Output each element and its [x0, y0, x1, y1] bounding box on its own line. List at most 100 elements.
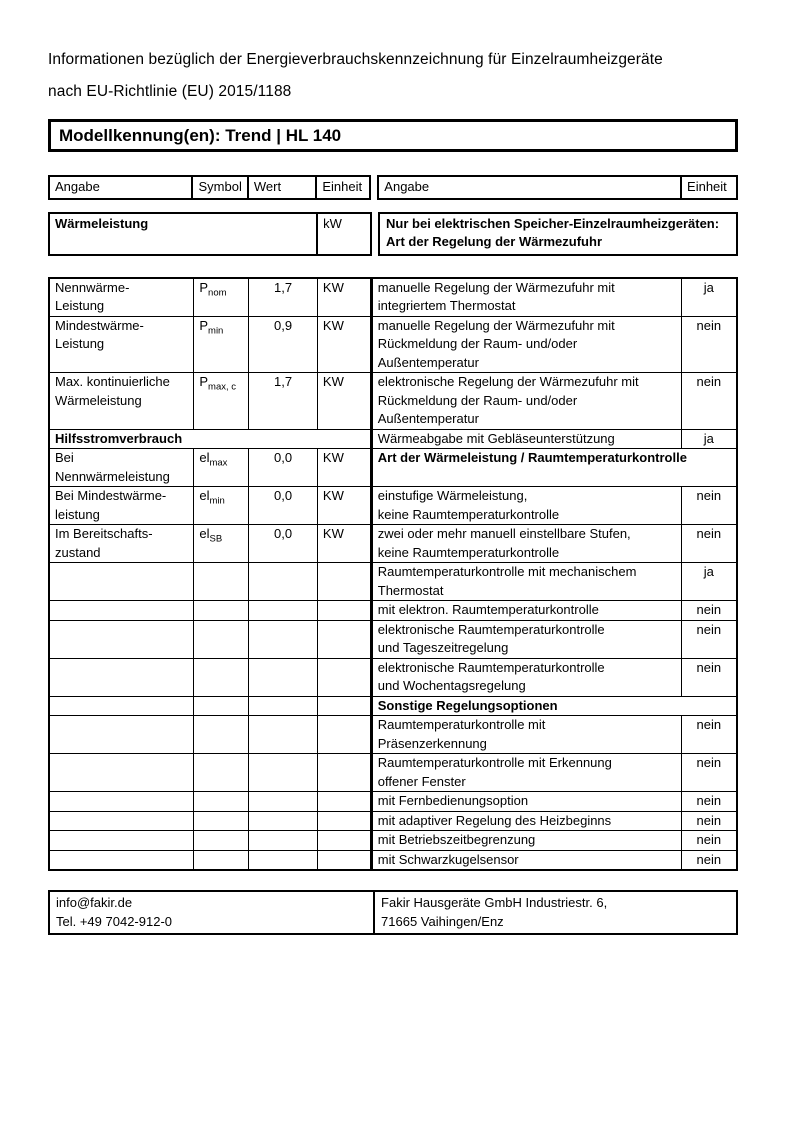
- symbol-cell: [193, 657, 250, 697]
- value-cell: 0,9: [248, 315, 318, 373]
- table-row: Raumtemperaturkontrolle mit mechanischem…: [48, 562, 738, 601]
- answer-cell: nein: [680, 372, 738, 430]
- document-page: Informationen bezüglich der Energieverbr…: [47, 44, 738, 935]
- answer-cell: nein: [680, 810, 738, 831]
- row-label-cell: [48, 695, 195, 716]
- unit-cell: [316, 619, 372, 659]
- unit-cell: KW: [316, 524, 372, 563]
- value-cell: [248, 791, 318, 812]
- value-cell: [248, 657, 318, 697]
- row-label-cell: [48, 562, 195, 601]
- unit-cell: KW: [316, 448, 372, 487]
- row-label-cell: Mindestwärme- Leistung: [48, 315, 195, 373]
- header-cell-angabe-left: Angabe: [47, 175, 194, 200]
- table-row: Raumtemperaturkontrolle mit Erkennung of…: [48, 753, 738, 792]
- description-cell: einstufige Wärmeleistung, keine Raumtemp…: [369, 486, 682, 525]
- header-cell-einheit-left: Einheit: [315, 175, 372, 200]
- symbol-cell: [193, 695, 250, 716]
- answer-cell: nein: [680, 830, 738, 851]
- answer-cell: nein: [680, 486, 738, 525]
- description-cell: mit Betriebszeitbegrenzung: [369, 830, 682, 851]
- table-row: mit Betriebszeitbegrenzung nein: [48, 830, 738, 851]
- answer-cell: nein: [680, 849, 738, 871]
- symbol-cell: [193, 849, 250, 871]
- unit-cell: KW: [316, 486, 372, 525]
- symbol-cell: Pnom: [193, 277, 250, 317]
- value-cell: 0,0: [248, 448, 318, 487]
- row-label-cell: Hilfsstromverbrauch: [48, 428, 372, 449]
- row-label-cell: Bei Nennwärmeleistung: [48, 448, 195, 487]
- row-label-cell: Im Bereitschafts- zustand: [48, 524, 195, 563]
- value-cell: [248, 562, 318, 601]
- value-cell: [248, 600, 318, 621]
- symbol-cell: [193, 791, 250, 812]
- unit-cell: [316, 791, 372, 812]
- row-label-cell: [48, 791, 195, 812]
- unit-cell: [316, 600, 372, 621]
- symbol-cell: elmin: [193, 486, 250, 525]
- section-right-heading: Nur bei elektrischen Speicher-Einzelraum…: [378, 211, 738, 256]
- row-label-cell: [48, 600, 195, 621]
- row-label-cell: [48, 715, 195, 754]
- header-cell-wert: Wert: [246, 175, 318, 200]
- answer-cell: ja: [680, 277, 738, 317]
- section-heat-output-label: Wärmeleistung: [47, 211, 319, 256]
- header-cell-symbol: Symbol: [191, 175, 249, 200]
- section-header-row: Wärmeleistung kW Nur bei elektrischen Sp…: [47, 211, 738, 256]
- answer-cell: nein: [680, 791, 738, 812]
- table-row: elektronische Raumtemperaturkontrolle un…: [48, 657, 738, 697]
- symbol-cell: [193, 562, 250, 601]
- answer-cell: ja: [680, 562, 738, 601]
- value-cell: [248, 830, 318, 851]
- model-identifier-label: Modellkennung(en): Trend | HL 140: [59, 125, 342, 145]
- row-label-cell: Max. kontinuierliche Wärmeleistung: [48, 372, 195, 430]
- unit-cell: [316, 695, 372, 716]
- description-cell: Sonstige Regelungsoptionen: [369, 695, 738, 716]
- footer-contact-left: info@fakir.de Tel. +49 7042-912-0: [47, 890, 376, 935]
- description-cell: Wärmeabgabe mit Gebläseunterstützung: [369, 428, 682, 449]
- answer-cell: ja: [680, 428, 738, 449]
- section-unit-label: kW: [316, 211, 373, 256]
- row-label-cell: [48, 849, 195, 871]
- answer-cell: nein: [680, 753, 738, 792]
- unit-cell: [316, 810, 372, 831]
- column-header-table-right: Angabe Einheit: [377, 175, 738, 200]
- table-row: mit adaptiver Regelung des Heizbeginns ne…: [48, 810, 738, 831]
- table-row: elektronische Raumtemperaturkontrolle un…: [48, 619, 738, 659]
- table-row: Sonstige Regelungsoptionen: [48, 695, 738, 716]
- table-row: Max. kontinuierliche Wärmeleistung Pmax, …: [48, 372, 738, 430]
- description-cell: mit Schwarzkugelsensor: [369, 849, 682, 871]
- value-cell: 0,0: [248, 524, 318, 563]
- unit-cell: [316, 830, 372, 851]
- unit-cell: [316, 753, 372, 792]
- header-cell-einheit-right: Einheit: [680, 175, 738, 200]
- value-cell: 1,7: [248, 277, 318, 317]
- table-row: mit elektron. Raumtemperaturkontrolle nei…: [48, 600, 738, 621]
- table-row: Raumtemperaturkontrolle mit Präsenzerken…: [48, 715, 738, 754]
- value-cell: 1,7: [248, 372, 318, 430]
- table-row: Bei Nennwärmeleistung elmax 0,0 KW Art der W…: [48, 448, 738, 487]
- spec-table-body: Nennwärme- Leistung Pnom 1,7 KW manuelle Reg…: [48, 277, 738, 871]
- value-cell: [248, 753, 318, 792]
- description-cell: Raumtemperaturkontrolle mit Erkennung of…: [369, 753, 682, 792]
- description-cell: zwei oder mehr manuell einstellbare Stuf…: [369, 524, 682, 563]
- answer-cell: nein: [680, 600, 738, 621]
- symbol-cell: [193, 619, 250, 659]
- description-cell: Raumtemperaturkontrolle mit mechanischem…: [369, 562, 682, 601]
- table-row: Mindestwärme- Leistung Pmin 0,9 KW manuelle …: [48, 315, 738, 373]
- table-row: Hilfsstromverbrauch Wärmeabgabe mit Geblä…: [48, 428, 738, 449]
- value-cell: [248, 849, 318, 871]
- unit-cell: [316, 849, 372, 871]
- header-cell-angabe-right: Angabe: [377, 175, 683, 200]
- unit-cell: KW: [316, 277, 372, 317]
- description-cell: mit adaptiver Regelung des Heizbeginns: [369, 810, 682, 831]
- unit-cell: KW: [316, 315, 372, 373]
- footer-address-right: Fakir Hausgeräte GmbH Industriestr. 6, 7…: [373, 890, 738, 935]
- symbol-cell: Pmin: [193, 315, 250, 373]
- table-row: mit Fernbedienungsoption nein: [48, 791, 738, 812]
- row-label-cell: [48, 830, 195, 851]
- unit-cell: [316, 562, 372, 601]
- description-cell: Raumtemperaturkontrolle mit Präsenzerken…: [369, 715, 682, 754]
- value-cell: [248, 619, 318, 659]
- unit-cell: [316, 657, 372, 697]
